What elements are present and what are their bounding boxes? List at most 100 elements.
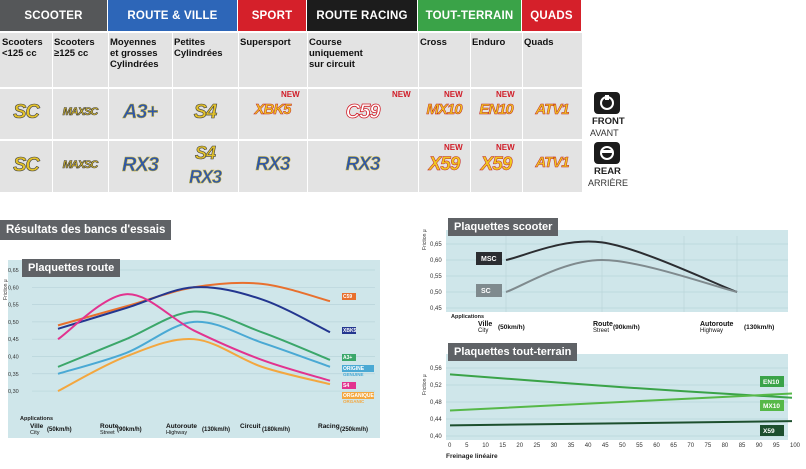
subcategory-label: Petites Cylindrées [174, 37, 223, 59]
subcategory-label: Supersport [240, 37, 291, 48]
x-tick-label: 65 [670, 443, 677, 449]
front-sublabel: AVANT [590, 128, 619, 138]
x-tick-label: 10 [482, 443, 489, 449]
x-tick-label: 25 [534, 443, 541, 449]
product-logo[interactable]: RX3 [345, 154, 380, 175]
y-tick-label: 0,60 [430, 258, 442, 264]
row-divider [0, 139, 582, 141]
subcategory-label: Scooters <125 cc [2, 37, 43, 59]
x-tick-speed: (130km/h) [744, 324, 774, 331]
column-divider [52, 31, 53, 192]
front-brake-icon [594, 92, 620, 114]
x-tick-label: 15 [499, 443, 506, 449]
x-tick-label: 30 [551, 443, 558, 449]
y-tick-label: 0,56 [430, 366, 442, 372]
y-tick-label: 0,45 [430, 306, 442, 312]
y-axis-label: Friction μ [422, 374, 428, 395]
category-header: QUADS [522, 0, 582, 31]
x-tick-sublabel: Highway [700, 328, 723, 334]
y-tick-label: 0,52 [430, 383, 442, 389]
x-tick-speed: (90km/h) [613, 324, 640, 331]
route-chart-title: Plaquettes route [22, 259, 121, 277]
product-logo[interactable]: XBK5 [254, 101, 292, 118]
front-legend: FRONT AVANT [588, 92, 628, 140]
product-logo[interactable]: MAXSC [62, 159, 98, 171]
x-tick-label: Ville [478, 321, 492, 328]
category-header: ROUTE RACING [307, 0, 418, 31]
offroad-chart-panel [446, 354, 788, 440]
product-logo[interactable]: EN10 [479, 101, 514, 118]
product-logo[interactable]: S4 [194, 143, 217, 163]
x-tick-label: Autoroute [700, 321, 734, 328]
new-badge: NEW [281, 90, 300, 99]
subcategory-label: Cross [420, 37, 447, 48]
new-badge: NEW [392, 90, 411, 99]
y-tick-label: 0,50 [430, 290, 442, 296]
new-badge: NEW [444, 143, 463, 152]
x-tick-label: 60 [653, 443, 660, 449]
row-divider [0, 87, 582, 89]
x-tick-sublabel: Street [593, 328, 609, 334]
x-tick-label: 100 [790, 443, 801, 449]
section-title: Résultats des bancs d'essais [0, 220, 172, 240]
subcategory-label: Quads [524, 37, 554, 48]
product-logo[interactable]: X59 [480, 154, 512, 175]
column-divider [418, 31, 419, 192]
x-tick-label: 20 [516, 443, 523, 449]
y-tick-label: 0,44 [430, 417, 442, 423]
rear-sublabel: ARRIÈRE [588, 178, 629, 188]
x-tick-label: 50 [619, 443, 626, 449]
new-badge: NEW [444, 90, 463, 99]
y-axis-label: Friction μ [422, 229, 428, 250]
new-badge: NEW [496, 143, 515, 152]
x-tick-label: 0 [448, 443, 452, 449]
category-header: ROUTE & VILLE [108, 0, 238, 31]
x-tick-label: 5 [465, 443, 469, 449]
subcategory-label: Enduro [472, 37, 506, 48]
scooter-chart-panel [446, 230, 788, 312]
x-axis-prefix: Applications [451, 314, 484, 320]
x-tick-label: 70 [687, 443, 694, 449]
x-tick-label: Route [593, 321, 613, 328]
product-logo[interactable]: MX10 [426, 101, 463, 118]
category-header: SCOOTER [0, 0, 108, 31]
column-divider [238, 31, 239, 192]
x-tick-label: 55 [636, 443, 643, 449]
product-logo[interactable]: S4 [193, 101, 217, 123]
product-logo[interactable]: SC [13, 154, 40, 176]
x-tick-label: 95 [773, 443, 780, 449]
column-divider [522, 31, 523, 192]
product-logo[interactable]: ATV1 [535, 154, 570, 171]
x-tick-label: 45 [602, 443, 609, 449]
x-tick-label: 90 [756, 443, 763, 449]
x-tick-label: 80 [722, 443, 729, 449]
column-divider [108, 31, 109, 192]
product-logo[interactable]: RX3 [188, 167, 223, 187]
x-tick-label: 40 [585, 443, 592, 449]
product-logo[interactable]: MAXSC [62, 106, 98, 118]
column-divider [172, 31, 173, 192]
y-tick-label: 0,55 [430, 274, 442, 280]
y-tick-label: 0,48 [430, 400, 442, 406]
product-logo[interactable]: A3+ [122, 101, 159, 123]
x-tick-label: 85 [739, 443, 746, 449]
new-badge: NEW [496, 90, 515, 99]
product-logo[interactable]: ATV1 [535, 101, 570, 118]
y-tick-label: 0,40 [430, 434, 442, 440]
product-table: SCOOTER ROUTE & VILLE SPORT ROUTE RACING TOU… [0, 0, 582, 192]
product-logo[interactable]: X59 [428, 154, 460, 175]
y-tick-label: 0,65 [430, 242, 442, 248]
category-header: TOUT-TERRAIN [418, 0, 522, 31]
rear-legend: REAR ARRIÈRE [588, 142, 628, 190]
product-logo[interactable]: SC [13, 101, 40, 123]
column-divider [470, 31, 471, 192]
column-divider [307, 31, 308, 192]
route-chart-panel [8, 260, 380, 438]
product-logo[interactable]: RX3 [122, 154, 159, 176]
subcategory-label: Moyennes et grosses Cylindrées [110, 37, 159, 70]
product-logo[interactable]: RX3 [255, 154, 290, 175]
product-logo[interactable]: C59 [345, 101, 381, 123]
x-tick-label: 75 [705, 443, 712, 449]
subcategory-label: Scooters ≥125 cc [54, 37, 95, 59]
